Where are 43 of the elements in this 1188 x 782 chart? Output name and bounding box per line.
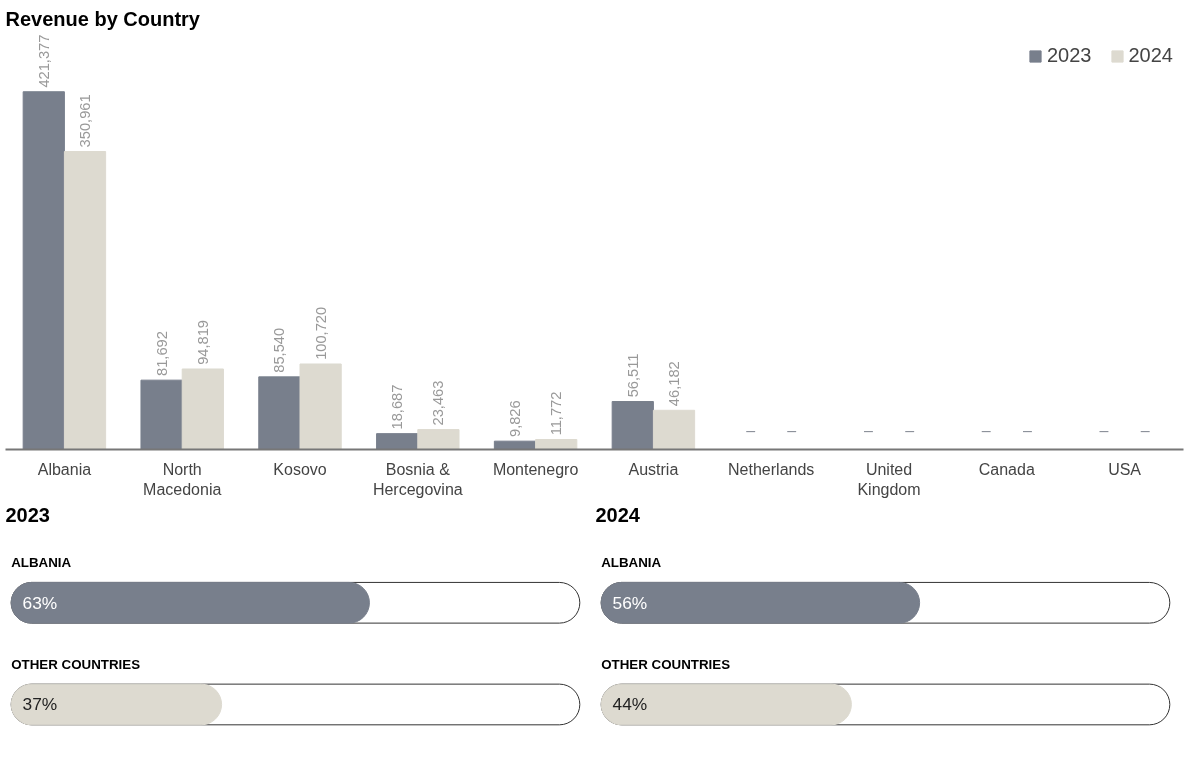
x-tick-label: Canada <box>978 460 1035 478</box>
category-label: OTHER COUNTRIES <box>11 656 141 672</box>
text: – <box>1140 422 1150 440</box>
data-label: 11,772 <box>548 391 565 436</box>
x-tick-label: Montenegro <box>492 460 579 478</box>
text: – <box>1022 422 1032 440</box>
legend-label: 2023 <box>1047 44 1092 67</box>
data-label: 9,826 <box>506 400 523 438</box>
data-label: 44% <box>612 694 648 715</box>
category-label: ALBANIA <box>11 555 72 571</box>
legend-label: 2024 <box>1128 44 1173 67</box>
x-tick-label: Netherlands <box>728 460 815 478</box>
data-label: 63% <box>22 592 58 613</box>
chart-title: 2023 <box>5 503 50 526</box>
category-label: ALBANIA <box>601 555 662 571</box>
x-tick-label: United Kingdom <box>857 460 921 498</box>
text: – <box>1099 422 1109 440</box>
data-label: 18,687 <box>389 384 406 430</box>
data-label: 421,377 <box>35 34 52 88</box>
data-label: 100,720 <box>312 306 329 360</box>
x-tick-label: Bosnia & Hercegovina <box>372 460 463 498</box>
data-label: 37% <box>22 694 58 715</box>
data-label: 350,961 <box>77 94 94 148</box>
text: – <box>787 422 797 440</box>
chart-title: 2024 <box>595 503 641 526</box>
x-tick-label: Albania <box>37 460 92 478</box>
x-tick-label: North Macedonia <box>143 460 222 498</box>
data-label: 46,182 <box>666 361 683 407</box>
data-label: 85,540 <box>271 327 288 373</box>
chart-title: Revenue by Country <box>5 7 201 30</box>
text: – <box>746 422 756 440</box>
data-label: 23,463 <box>430 380 447 426</box>
data-label: 94,819 <box>194 320 211 365</box>
x-tick-label: Kosovo <box>273 460 327 478</box>
x-tick-label: Austria <box>628 460 679 478</box>
x-tick-label: USA <box>1108 460 1142 478</box>
data-label: 81,692 <box>153 331 170 376</box>
category-label: OTHER COUNTRIES <box>601 656 731 672</box>
data-label: 56% <box>612 592 648 613</box>
text: – <box>863 422 873 440</box>
text: – <box>905 422 915 440</box>
data-label: 56,511 <box>624 353 641 398</box>
text: – <box>981 422 991 440</box>
